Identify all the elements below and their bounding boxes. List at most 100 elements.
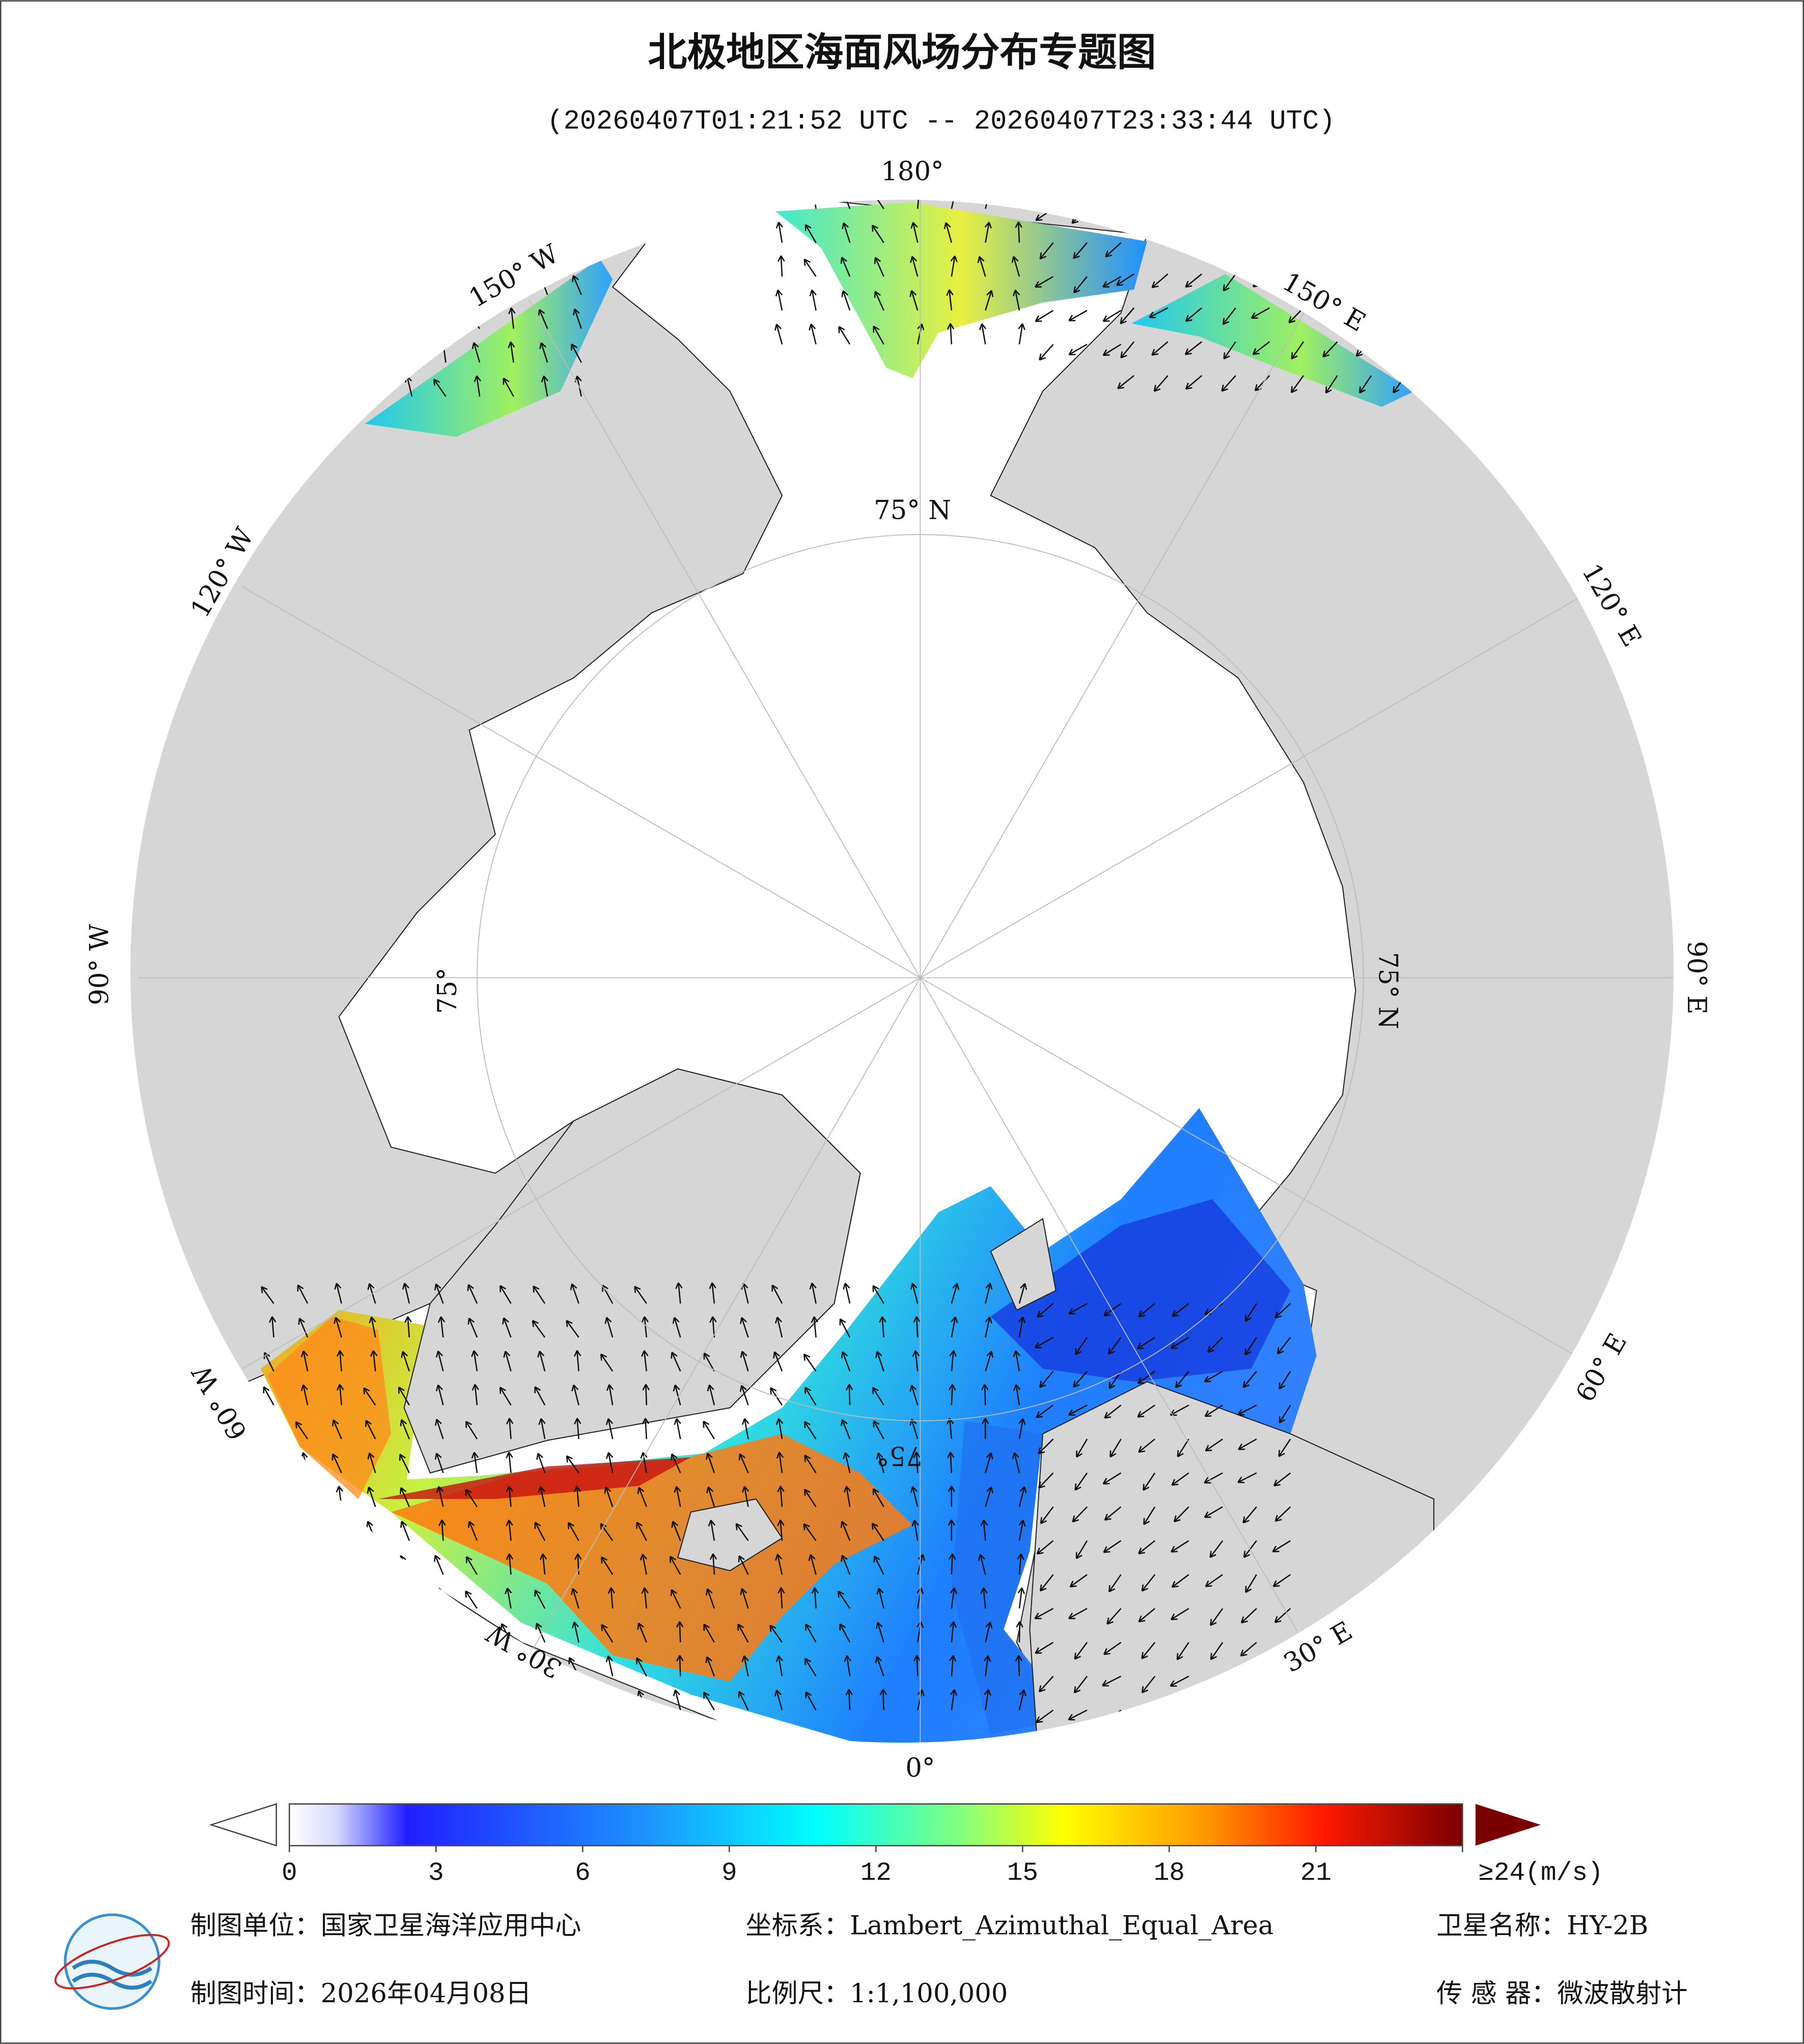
wind-arrow: [1149, 307, 1169, 319]
wind-arrow: [769, 1625, 783, 1643]
wind-arrow: [1245, 1574, 1257, 1593]
wind-arrow: [871, 200, 884, 209]
wind-arrow: [1103, 208, 1122, 222]
logo: [54, 1913, 170, 2010]
wind-arrow: [705, 1656, 715, 1677]
footer-crs: 坐标系：Lambert_Azimuthal_Equal_Area: [745, 1911, 1273, 1941]
wind-arrow: [436, 1587, 444, 1609]
wind-arrow: [1240, 1642, 1257, 1657]
wind-arrow: [909, 1418, 919, 1440]
colorbar-tick-label: 15: [1007, 1859, 1038, 1888]
wind-arrow: [1074, 1472, 1088, 1491]
wind-arrow: [465, 1590, 478, 1609]
wind-arrow: [948, 1384, 956, 1406]
wind-arrow: [838, 326, 851, 345]
wind-arrow: [911, 1520, 919, 1541]
wind-arrow: [1210, 1608, 1224, 1626]
wind-arrow: [1171, 1574, 1189, 1588]
wind-arrow: [948, 1486, 956, 1507]
wind-arrow: [1185, 307, 1203, 322]
wind-arrow: [573, 1486, 581, 1507]
wind-arrow: [406, 341, 414, 363]
wind-arrow: [465, 1420, 478, 1440]
wind-arrow: [740, 1317, 749, 1338]
wind-arrow: [872, 1285, 884, 1304]
wind-arrow: [803, 1421, 817, 1440]
wind-arrow: [873, 325, 884, 345]
wind-arrow: [299, 1622, 309, 1643]
wind-arrow: [671, 1352, 681, 1372]
wind-arrow: [949, 1621, 957, 1643]
footer-sensor: 传 感 器：微波散射计: [1436, 1978, 1687, 2009]
wind-arrow: [777, 1519, 785, 1541]
wind-arrow: [637, 1487, 647, 1507]
wind-arrow: [1109, 1439, 1122, 1458]
wind-arrow: [1170, 1405, 1189, 1416]
wind-arrow: [980, 1587, 988, 1609]
wind-arrow: [433, 378, 447, 397]
wind-arrow: [741, 1418, 750, 1439]
colorbar-tick-label: 0: [282, 1859, 297, 1888]
wind-arrow: [875, 1621, 884, 1643]
wind-arrow: [1354, 273, 1372, 288]
wind-arrow: [871, 225, 884, 243]
wind-arrow: [1106, 1608, 1122, 1625]
wind-arrow: [367, 1452, 376, 1473]
wind-arrow: [1040, 1506, 1054, 1524]
wind-patch: [1131, 274, 1414, 407]
wind-patch: [365, 258, 613, 437]
wind-arrow: [566, 1320, 579, 1338]
wind-arrow: [297, 1284, 309, 1304]
wind-arrow: [985, 1317, 992, 1338]
wind-arrow: [1039, 344, 1054, 361]
wind-arrow: [1104, 1506, 1122, 1521]
colorbar: [289, 1803, 1463, 1846]
wind-arrow: [267, 1553, 275, 1575]
wind-arrow: [1278, 1438, 1291, 1457]
wind-arrow: [371, 307, 379, 329]
wind-arrow: [1237, 1472, 1257, 1483]
wind-arrow: [436, 1486, 444, 1507]
wind-arrow: [910, 1282, 919, 1304]
colorbar-tick-label: ≥24(m/s): [1478, 1859, 1603, 1888]
wind-arrow: [606, 1452, 614, 1473]
wind-arrow: [1017, 200, 1024, 209]
colorbar-tick-label: 21: [1300, 1859, 1331, 1888]
wind-arrow: [1117, 375, 1134, 389]
wind-arrow: [841, 1351, 851, 1372]
wind-arrow: [266, 1656, 274, 1676]
wind-arrow: [1290, 375, 1305, 394]
wind-arrow: [808, 1554, 817, 1575]
wind-arrow: [440, 240, 448, 261]
wind-arrow: [837, 1590, 851, 1609]
wind-arrow: [1036, 1540, 1054, 1555]
wind-arrow: [533, 1285, 546, 1304]
wind-arrow: [1173, 1710, 1189, 1725]
wind-arrow: [300, 1350, 309, 1371]
wind-arrow: [1251, 307, 1270, 319]
wind-arrow: [1170, 1336, 1189, 1349]
wind-arrow: [843, 1452, 851, 1473]
wind-arrow: [871, 1523, 884, 1542]
wind-arrow: [437, 274, 447, 295]
wind-arrow: [949, 1350, 957, 1371]
wind-arrow: [1173, 1506, 1189, 1523]
wind-arrow: [1322, 341, 1338, 358]
wind-arrow: [600, 1353, 614, 1372]
wind-arrow: [296, 1590, 309, 1609]
wind-arrow: [506, 1519, 513, 1541]
wind-arrow: [841, 1419, 851, 1440]
wind-arrow: [673, 1689, 681, 1711]
wind-arrow: [984, 221, 992, 243]
wind-arrow: [979, 323, 987, 345]
wind-arrow: [1137, 1405, 1155, 1418]
wind-arrow: [1240, 1608, 1257, 1623]
wind-arrow: [809, 1282, 817, 1304]
wind-arrow: [1137, 1710, 1155, 1724]
wind-arrow: [1279, 1370, 1291, 1390]
wind-arrow: [1207, 1337, 1224, 1353]
wind-arrow: [943, 222, 953, 243]
wind-arrow: [366, 1690, 376, 1711]
wind-patch: [267, 1317, 391, 1499]
wind-arrow: [508, 341, 515, 363]
